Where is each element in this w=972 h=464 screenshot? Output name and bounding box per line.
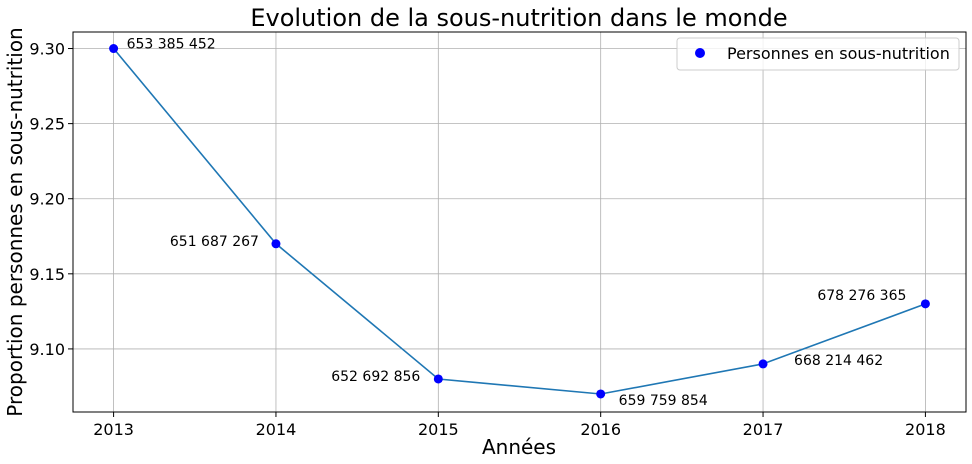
legend-label: Personnes en sous-nutrition [727, 44, 950, 63]
x-axis: 2013 2014 2015 2016 2017 2018 [93, 412, 946, 439]
data-point [271, 239, 281, 249]
x-axis-label: Années [482, 435, 556, 459]
x-tick-label: 2017 [743, 420, 784, 439]
data-point [758, 359, 768, 369]
series-line [112, 47, 926, 395]
data-label: 668 214 462 [794, 353, 883, 369]
y-tick-label: 9.10 [29, 340, 65, 359]
grid [73, 32, 966, 412]
x-tick-label: 2013 [93, 420, 134, 439]
legend: Personnes en sous-nutrition [676, 37, 960, 71]
data-point [109, 44, 119, 54]
data-point [920, 299, 930, 309]
y-tick-label: 9.15 [29, 265, 65, 284]
data-label: 652 692 856 [331, 369, 420, 385]
x-tick-label: 2015 [418, 420, 459, 439]
y-axis-label: Proportion personnes en sous-nutrition [3, 27, 27, 416]
chart-title: Evolution de la sous-nutrition dans le m… [250, 4, 787, 32]
data-label: 653 385 452 [127, 37, 216, 53]
y-tick-label: 9.20 [29, 190, 65, 209]
x-tick-label: 2018 [905, 420, 946, 439]
y-tick-label: 9.30 [29, 40, 65, 59]
legend-box [676, 37, 960, 71]
plot-frame [72, 31, 967, 413]
x-tick-label: 2016 [580, 420, 621, 439]
data-point [433, 374, 443, 384]
series-layer: 653 385 452 651 687 267 652 692 856 659 759… [109, 37, 930, 409]
y-axis: 9.10 9.15 9.20 9.25 9.30 [29, 40, 73, 359]
data-label: 651 687 267 [170, 234, 259, 250]
data-point [596, 389, 606, 399]
data-label: 678 276 365 [817, 288, 906, 304]
x-tick-label: 2014 [256, 420, 297, 439]
data-label: 659 759 854 [619, 393, 708, 409]
y-tick-label: 9.25 [29, 115, 65, 134]
legend-marker [695, 48, 705, 58]
